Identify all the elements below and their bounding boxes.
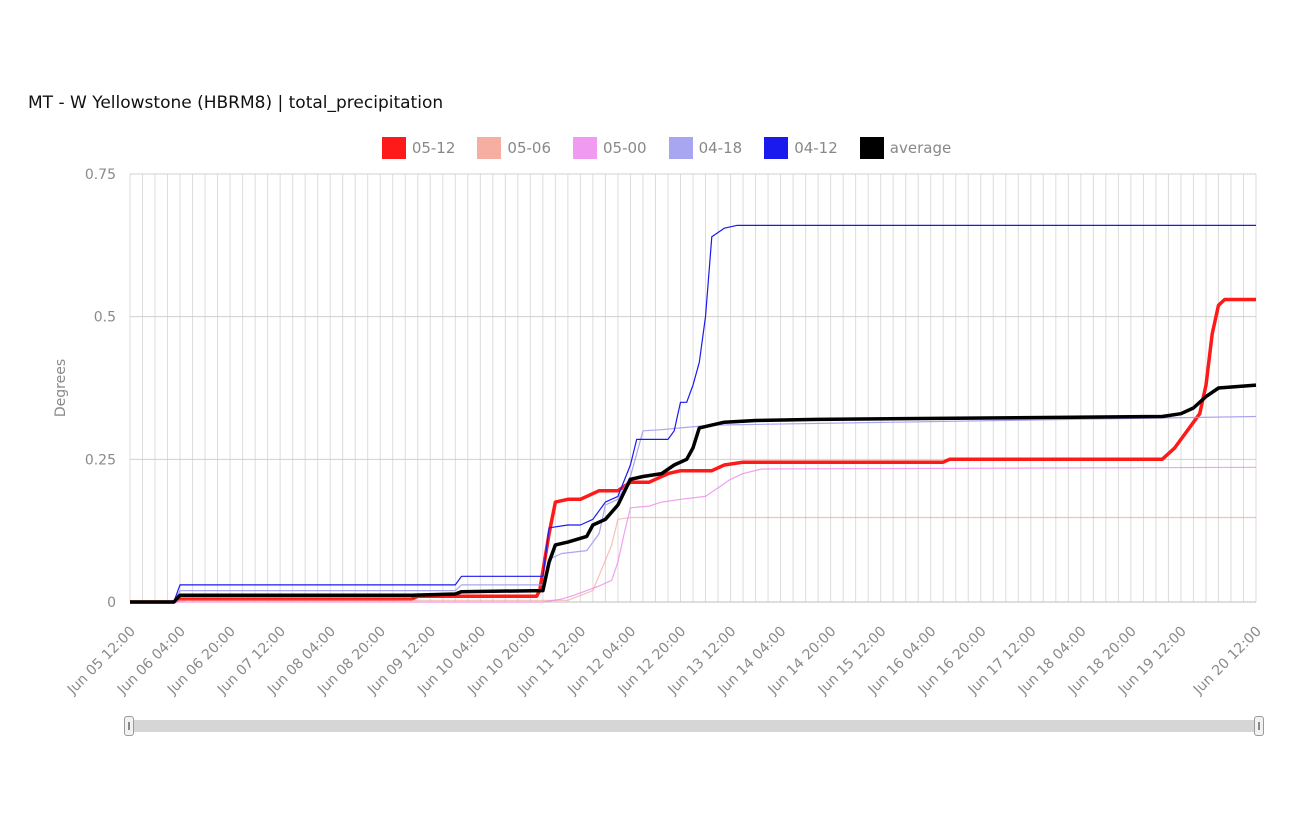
series-line-05-12 xyxy=(130,297,1256,604)
y-axis-label: Degrees xyxy=(53,359,69,417)
legend-label: 05-12 xyxy=(411,139,456,157)
legend-swatch xyxy=(381,137,406,159)
y-tick-label: 0.25 xyxy=(85,452,116,468)
x-tick-label: Jun 20 12:00 xyxy=(1190,624,1265,699)
legend-swatch xyxy=(859,137,884,159)
legend-swatch xyxy=(477,137,502,159)
series-line-04-18 xyxy=(130,415,1257,603)
legend-swatch xyxy=(573,137,597,159)
legend-label: average xyxy=(889,139,952,157)
legend-item[interactable]: 04-18 xyxy=(668,137,743,159)
legend-item[interactable]: 05-00 xyxy=(573,137,647,159)
legend-label: 04-18 xyxy=(698,139,743,157)
y-tick-label: 0 xyxy=(107,595,116,611)
legend-label: 05-06 xyxy=(507,139,551,157)
legend-item[interactable]: 05-12 xyxy=(381,137,456,159)
legend-item[interactable]: 05-06 xyxy=(477,137,551,159)
legend-item[interactable]: 04-12 xyxy=(764,137,838,159)
scrollbar-left-handle[interactable] xyxy=(124,716,134,736)
time-range-scrollbar[interactable] xyxy=(124,716,1264,736)
legend-label: 04-12 xyxy=(794,139,838,157)
y-tick-label: 0.75 xyxy=(85,167,116,183)
legend-label: 05-00 xyxy=(603,139,647,157)
series-line-05-00 xyxy=(130,466,1257,603)
scrollbar-right-handle[interactable] xyxy=(1254,716,1264,736)
legend-swatch xyxy=(764,137,789,159)
legend-item[interactable]: average xyxy=(859,137,952,159)
series-line-average xyxy=(130,383,1257,604)
scrollbar-track[interactable] xyxy=(130,720,1258,732)
legend: 05-12 05-06 05-00 04-18 04-12 average xyxy=(0,137,1313,159)
series-line-04-12 xyxy=(130,224,1256,603)
y-tick-label: 0.5 xyxy=(94,310,116,326)
chart-title: MT - W Yellowstone (HBRM8) | total_preci… xyxy=(28,93,444,113)
legend-swatch xyxy=(668,137,693,159)
